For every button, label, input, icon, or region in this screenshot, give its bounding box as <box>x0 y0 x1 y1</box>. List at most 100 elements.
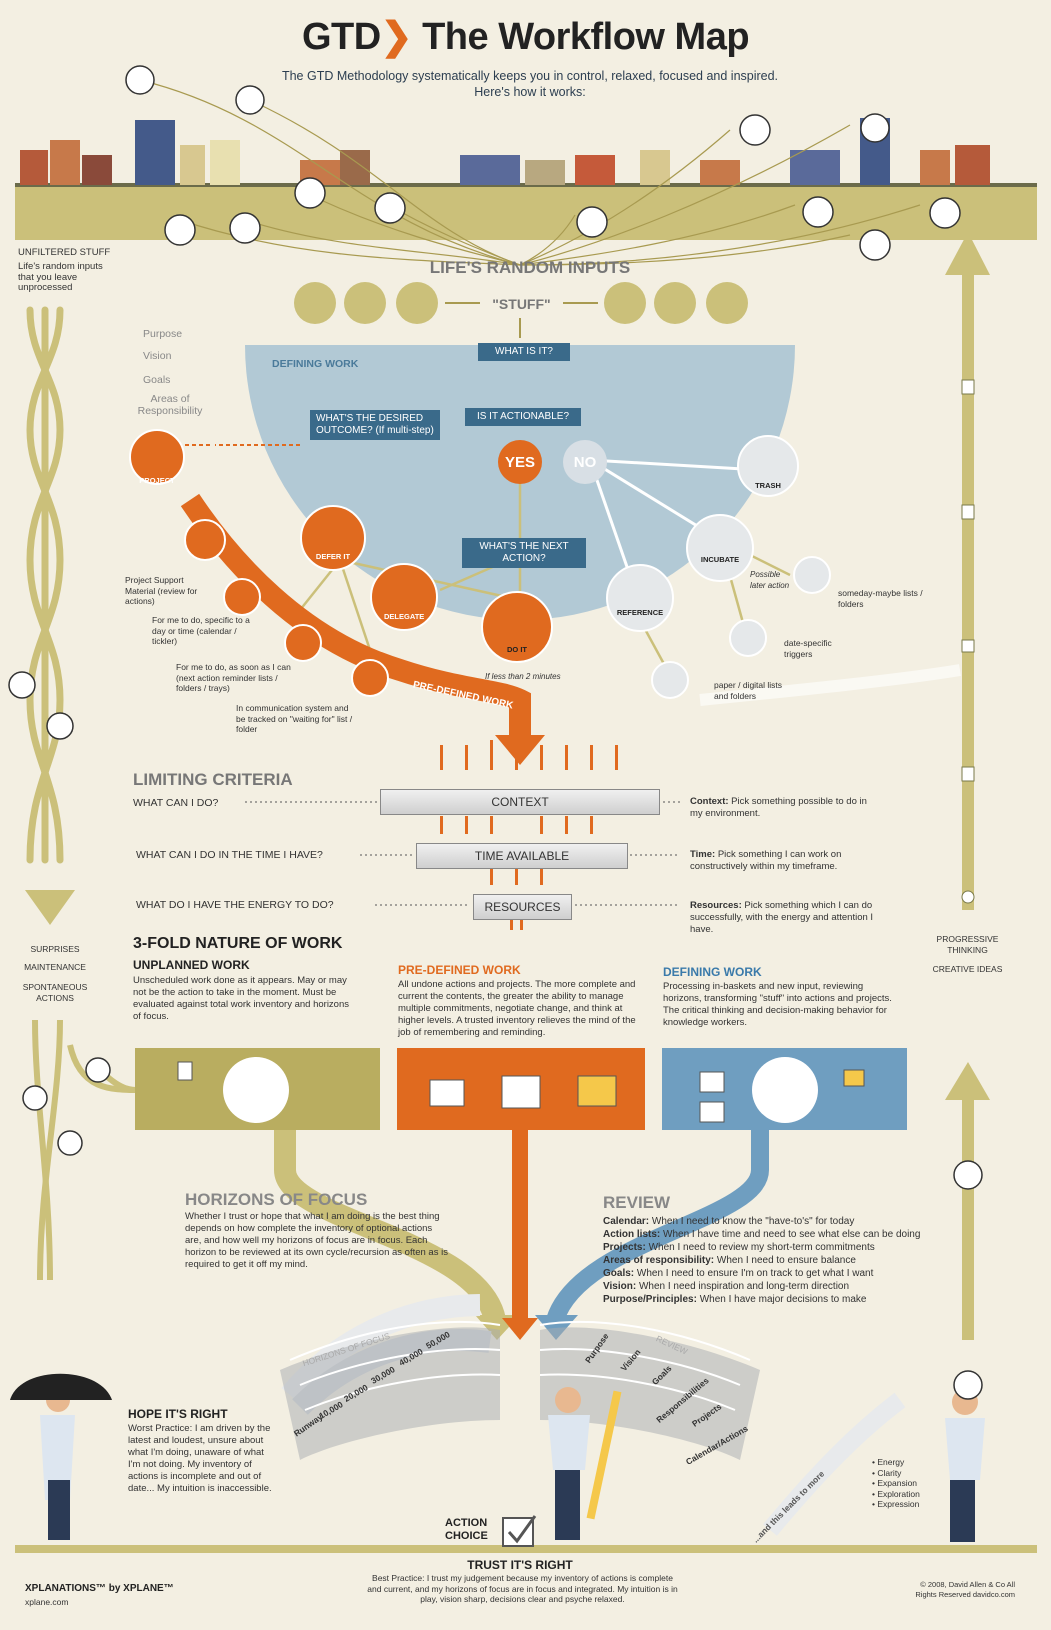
time-bar: TIME AVAILABLE <box>416 843 628 869</box>
city-skyline <box>20 118 990 185</box>
left-rail-arrow <box>25 890 75 925</box>
yes-circle <box>498 440 542 484</box>
spontaneous-label: SPONTANEOUS ACTIONS <box>22 982 88 1003</box>
review-row: Goals: When I need to ensure I'm on trac… <box>603 1268 874 1279</box>
limit-time-text: Pick something I can work on constructiv… <box>690 849 842 872</box>
asap-note: For me to do, as soon as I can (next act… <box>176 662 291 693</box>
left-rail-title: UNFILTERED STUFF <box>18 247 111 258</box>
predefined-title: PRE-DEFINED WORK <box>398 963 521 977</box>
review-row: Action lists: When I have time and need … <box>603 1229 921 1240</box>
review-row: Purpose/Principles: When I have major de… <box>603 1294 867 1305</box>
project-label: PROJECT <box>139 476 175 485</box>
yes-label: YES <box>504 454 535 471</box>
benefit-item: • Expression <box>872 1499 920 1509</box>
is-actionable-box: IS IT ACTIONABLE? <box>465 408 581 426</box>
context-bar: CONTEXT <box>380 789 660 815</box>
predefined-desc: All undone actions and projects. The mor… <box>398 979 636 1038</box>
benefits-list: • Energy • Clarity • Expansion • Explora… <box>872 1457 952 1510</box>
orange-nodes <box>129 429 553 697</box>
defining-title: DEFINING WORK <box>663 965 762 979</box>
trash-label: TRASH <box>755 481 781 490</box>
title: GTD❯ The Workflow Map <box>0 14 1051 59</box>
what-is-it-box: WHAT IS IT? <box>478 343 570 361</box>
inputs-heading: LIFE'S RANDOM INPUTS <box>429 258 631 277</box>
limit-context-text: Pick something possible to do in my envi… <box>690 796 867 819</box>
progressive-thinking-label: PROGRESSIVE THINKING <box>936 934 999 955</box>
horizon-goals: Goals <box>143 374 171 386</box>
limit-q-context: WHAT CAN I DO? <box>133 797 219 809</box>
hope-desc: Worst Practice: I am driven by the lates… <box>128 1423 272 1494</box>
limiting-heading: LIMITING CRITERIA <box>133 770 293 789</box>
benefit-item: • Energy <box>872 1457 905 1467</box>
incubate-note: Possible later action <box>750 570 790 590</box>
threefold-heading: 3-FOLD NATURE OF WORK <box>133 935 343 952</box>
hope-heading: HOPE IT'S RIGHT <box>128 1407 228 1421</box>
stuff-icons <box>294 282 748 324</box>
title-prefix: GTD <box>301 16 381 58</box>
waiting-note: In communication system and be tracked o… <box>236 703 353 734</box>
limit-q-energy: WHAT DO I HAVE THE ENERGY TO DO? <box>136 899 334 911</box>
brand: XPLANATIONS™ by XPLANE™ <box>25 1583 174 1594</box>
resources-bar: RESOURCES <box>473 894 572 920</box>
brand-url[interactable]: xplane.com <box>25 1597 69 1607</box>
paper-lists-note: paper / digital lists and folders <box>714 680 783 701</box>
horizon-purpose: Purpose <box>143 328 183 340</box>
limit-time-term: Time: <box>690 849 716 860</box>
limit-context-desc: Context: Pick something possible to do i… <box>690 796 870 820</box>
delegate-label: DELEGATE <box>384 612 425 621</box>
funnel-arrows <box>440 740 618 930</box>
gray-nodes <box>606 435 831 699</box>
right-rail <box>945 232 990 1340</box>
review-row: Calendar: When I need to know the "have-… <box>603 1216 855 1227</box>
desired-outcome-box: WHAT'S THE DESIRED OUTCOME? (If multi-st… <box>310 410 440 440</box>
horizon-areas: Areas of Responsibility <box>137 393 203 417</box>
subtitle: The GTD Methodology systematically keeps… <box>281 69 779 99</box>
review-row: Areas of responsibility: When I need to … <box>603 1255 856 1266</box>
unplanned-desc: Unscheduled work done as it appears. May… <box>133 975 349 1022</box>
review-heading: REVIEW <box>603 1193 671 1212</box>
next-action-box: WHAT'S THE NEXT ACTION? <box>462 538 586 568</box>
left-rail-braids <box>26 306 64 864</box>
horizons-desc: Whether I trust or hope that what I am d… <box>185 1211 448 1270</box>
title-suffix: The Workflow Map <box>422 16 750 58</box>
left-rail-desc: Life's random inputs that you leave unpr… <box>18 261 103 293</box>
benefit-item: • Exploration <box>872 1488 920 1499</box>
reference-label: REFERENCE <box>616 608 664 617</box>
limit-resources-desc: Resources: Pick something which I can do… <box>690 900 875 936</box>
incubate-label: INCUBATE <box>700 555 740 564</box>
limit-time-desc: Time: Pick something I can work on const… <box>690 849 870 873</box>
review-row: Vision: When I need inspiration and long… <box>603 1281 850 1292</box>
no-label: NO <box>573 454 597 471</box>
trust-desc: Best Practice: I trust my judgement beca… <box>367 1573 678 1604</box>
horizon-vision: Vision <box>143 350 172 362</box>
surprises-label: SURPRISES <box>30 944 80 954</box>
someday-note: someday-maybe lists / folders <box>838 588 923 609</box>
support-material-note: Project Support Material (review for act… <box>125 575 198 606</box>
defining-work-label: DEFINING WORK <box>272 358 359 370</box>
input-icon-circles <box>125 65 961 261</box>
unplanned-title: UNPLANNED WORK <box>133 958 250 972</box>
defer-label: DEFER IT <box>315 552 351 561</box>
review-list: Calendar: When I need to know the "have-… <box>603 1215 933 1306</box>
defining-desc: Processing in-baskets and new input, rev… <box>663 981 892 1028</box>
creative-ideas-label: CREATIVE IDEAS <box>932 964 1003 974</box>
stuff-label: "STUFF" <box>492 296 551 312</box>
limit-context-term: Context: <box>690 796 729 807</box>
chevron-right-icon: ❯ <box>380 16 413 58</box>
people <box>10 1373 985 1542</box>
trust-heading: TRUST IT'S RIGHT <box>467 1558 573 1572</box>
limit-resources-term: Resources: <box>690 900 742 911</box>
no-circle <box>563 440 607 484</box>
maintenance-label: MAINTENANCE <box>24 962 86 972</box>
benefit-item: • Clarity <box>872 1467 902 1478</box>
review-row: Projects: When I need to review my short… <box>603 1242 875 1253</box>
do-it-note: If less than 2 minutes <box>485 672 561 681</box>
do-it-label: DO IT <box>507 645 527 654</box>
limit-resources-text: Pick something which I can do successful… <box>690 900 874 935</box>
date-triggers-note: date-specific triggers <box>784 638 832 659</box>
action-choice-label: ACTION CHOICE <box>445 1517 488 1542</box>
limit-q-time: WHAT CAN I DO IN THE TIME I HAVE? <box>136 849 323 861</box>
benefit-item: • Expansion <box>872 1478 918 1488</box>
calendar-note: For me to do, specific to a day or time … <box>152 615 250 646</box>
